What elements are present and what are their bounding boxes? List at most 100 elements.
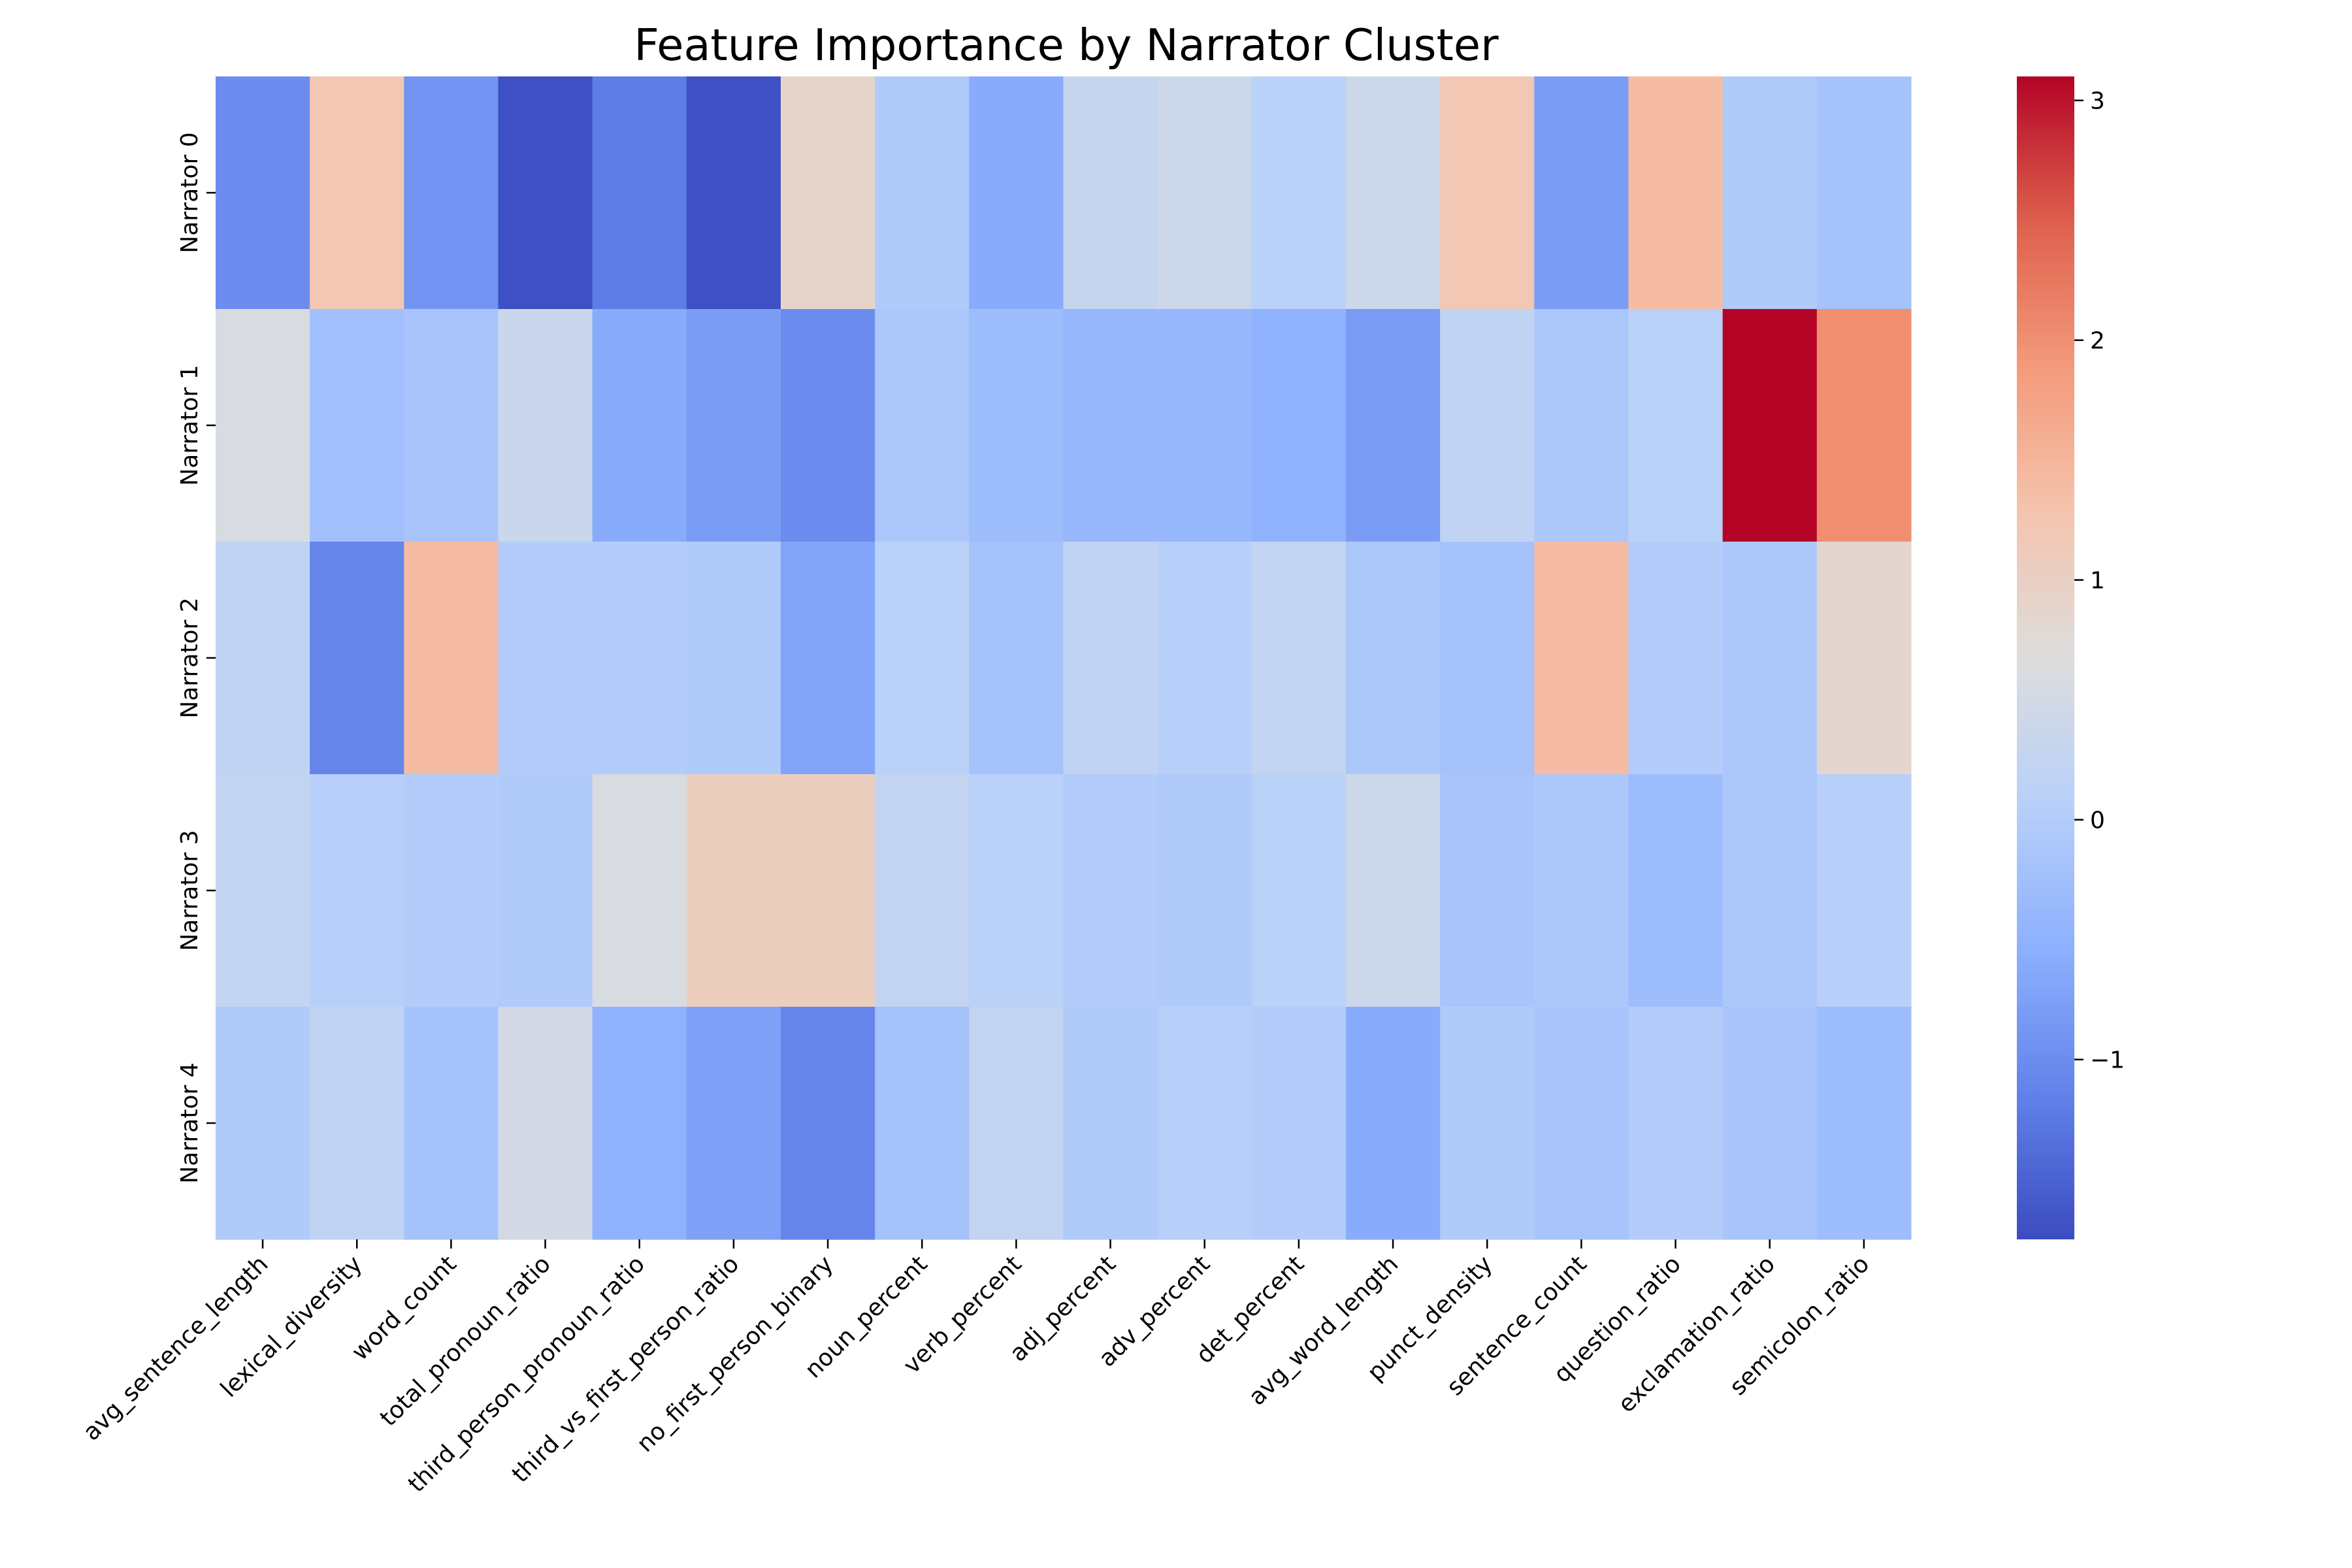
- heatmap-cell: [1816, 774, 1912, 1007]
- heatmap-cell: [1157, 309, 1252, 542]
- heatmap-cell: [1251, 1007, 1347, 1240]
- colorbar-tick-label: 2: [2090, 328, 2105, 355]
- heatmap-cell: [592, 1007, 687, 1240]
- colorbar-tick-label: 1: [2090, 568, 2105, 595]
- heatmap-cell: [781, 1007, 875, 1240]
- heatmap-cell: [404, 774, 499, 1007]
- heatmap-cell: [686, 1007, 781, 1240]
- heatmap-cell: [686, 76, 781, 310]
- heatmap-cell: [1816, 1007, 1912, 1240]
- heatmap-cell: [1440, 76, 1535, 310]
- heatmap-cell: [592, 76, 687, 310]
- heatmap-cell: [1440, 1007, 1535, 1240]
- heatmap-cell: [1816, 309, 1912, 542]
- heatmap-cell: [1534, 76, 1629, 310]
- heatmap-cell: [1534, 542, 1629, 775]
- heatmap-cell: [1063, 309, 1158, 542]
- heatmap-cell: [1251, 774, 1347, 1007]
- heatmap-cell: [875, 309, 970, 542]
- heatmap-cell: [781, 309, 875, 542]
- heatmap-cell: [1628, 309, 1723, 542]
- column-label: no_first_person_binary: [632, 1250, 838, 1457]
- heatmap-cell: [1063, 76, 1158, 310]
- heatmap-cell: [216, 309, 310, 542]
- heatmap-cell: [1251, 542, 1347, 775]
- column-label: exclamation_ratio: [1613, 1250, 1780, 1418]
- heatmap-cell: [1440, 542, 1535, 775]
- heatmap-cell: [1628, 1007, 1723, 1240]
- heatmap-cell: [1722, 1007, 1818, 1240]
- heatmap-cell: [1722, 542, 1818, 775]
- heatmap-cell: [1157, 1007, 1252, 1240]
- heatmap-cell: [1346, 76, 1441, 310]
- heatmap-cell: [686, 309, 781, 542]
- heatmap-cell: [1157, 542, 1252, 775]
- heatmap-cell: [404, 1007, 499, 1240]
- heatmap-cell: [1063, 1007, 1158, 1240]
- chart-title: Feature Importance by Narrator Cluster: [634, 20, 1499, 71]
- heatmap-cell: [875, 76, 970, 310]
- colorbar-tick-label: −1: [2090, 1047, 2125, 1074]
- heatmap-cell: [310, 309, 404, 542]
- column-labels: avg_sentence_lengthlexical_diversityword…: [78, 1239, 1874, 1497]
- heatmap-cell: [686, 774, 781, 1007]
- heatmap-cell: [686, 542, 781, 775]
- heatmap-cell: [1628, 76, 1723, 310]
- colorbar-tick-label: 3: [2090, 88, 2105, 115]
- heatmap-cell: [1346, 1007, 1441, 1240]
- heatmap-cell: [969, 76, 1064, 310]
- heatmap-cell: [969, 1007, 1064, 1240]
- heatmap-cell: [404, 76, 499, 310]
- heatmap-cell: [1157, 774, 1252, 1007]
- heatmap-cell: [1063, 774, 1158, 1007]
- row-label: Narrator 2: [176, 597, 203, 718]
- heatmap-cell: [875, 774, 970, 1007]
- heatmap-cell: [498, 774, 593, 1007]
- heatmap-cell: [404, 542, 499, 775]
- heatmap-cell: [1440, 309, 1535, 542]
- heatmap-cell: [592, 542, 687, 775]
- heatmap-cell: [498, 1007, 593, 1240]
- heatmap-cell: [781, 774, 875, 1007]
- heatmap-cell: [1251, 76, 1347, 310]
- heatmap-cell: [1346, 774, 1441, 1007]
- heatmap-cell: [310, 1007, 404, 1240]
- heatmap-cell: [216, 542, 310, 775]
- colorbar-gradient: [2017, 76, 2074, 1239]
- heatmap-cell: [592, 309, 687, 542]
- heatmap-cell: [310, 542, 404, 775]
- heatmap-cells: [216, 76, 1912, 1240]
- heatmap-cell: [1440, 774, 1535, 1007]
- heatmap-cell: [1722, 309, 1818, 542]
- heatmap-cell: [216, 774, 310, 1007]
- heatmap-cell: [310, 774, 404, 1007]
- heatmap-cell: [592, 774, 687, 1007]
- heatmap-cell: [498, 309, 593, 542]
- row-label: Narrator 0: [176, 132, 203, 253]
- heatmap-cell: [1816, 76, 1912, 310]
- heatmap-cell: [1722, 774, 1818, 1007]
- heatmap-cell: [1534, 1007, 1629, 1240]
- row-label: Narrator 3: [176, 830, 203, 951]
- heatmap-cell: [310, 76, 404, 310]
- column-label: total_pronoun_ratio: [375, 1250, 556, 1431]
- row-label: Narrator 1: [176, 365, 203, 485]
- heatmap-cell: [1157, 76, 1252, 310]
- heatmap-cell: [781, 76, 875, 310]
- heatmap-cell: [781, 542, 875, 775]
- heatmap-cell: [1063, 542, 1158, 775]
- heatmap-cell: [216, 1007, 310, 1240]
- heatmap-cell: [969, 542, 1064, 775]
- heatmap-cell: [1251, 309, 1347, 542]
- heatmap-cell: [404, 309, 499, 542]
- colorbar: 3 2 1 0 −1: [2017, 76, 2125, 1239]
- heatmap-cell: [1346, 309, 1441, 542]
- row-label: Narrator 4: [176, 1062, 203, 1183]
- row-labels: Narrator 0 Narrator 1 Narrator 2 Narrator 3…: [176, 132, 216, 1184]
- column-label: avg_sentence_length: [78, 1250, 274, 1446]
- heatmap-cell: [1816, 542, 1912, 775]
- colorbar-tick-label: 0: [2090, 808, 2105, 834]
- heatmap-cell: [1346, 542, 1441, 775]
- heatmap-cell: [498, 76, 593, 310]
